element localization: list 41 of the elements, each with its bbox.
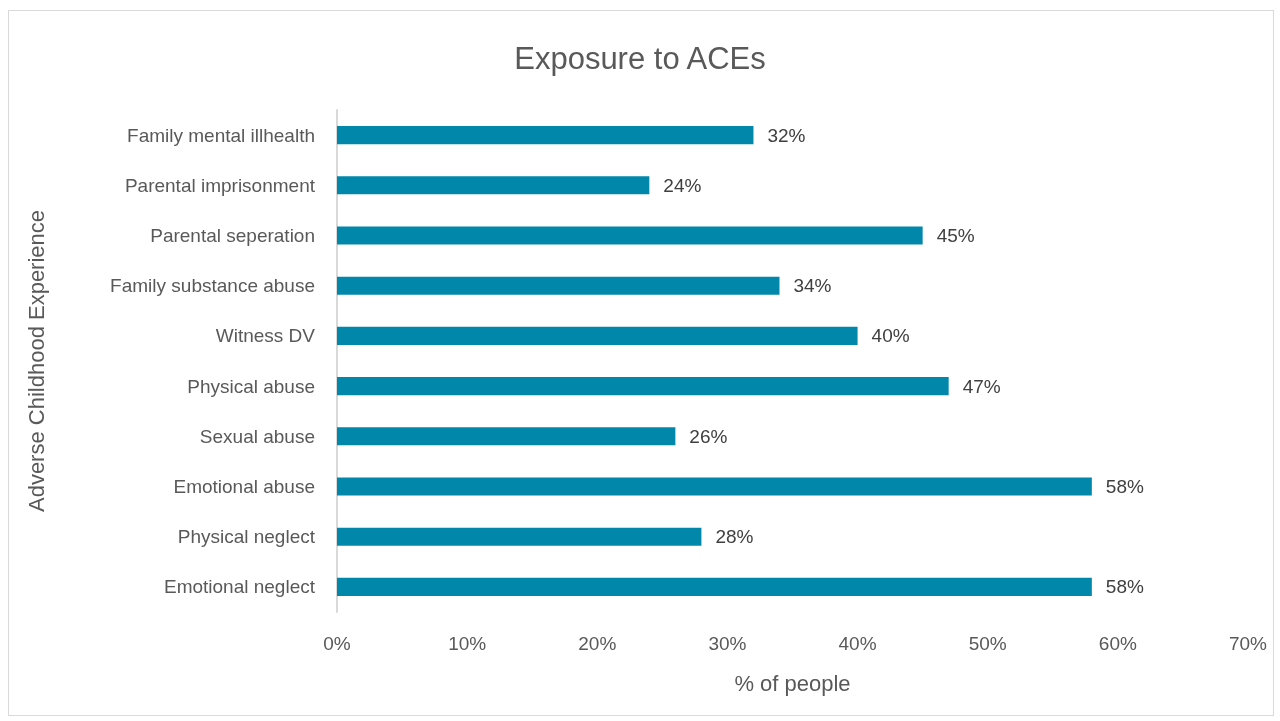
y-tick-label: Physical abuse bbox=[187, 375, 315, 397]
y-tick-label: Witness DV bbox=[215, 325, 316, 347]
y-tick-label: Emotional abuse bbox=[173, 476, 315, 497]
x-tick-label: 40% bbox=[838, 633, 877, 654]
x-tick-label: 30% bbox=[708, 633, 747, 654]
data-label: 47% bbox=[962, 375, 1001, 397]
y-axis-title: Adverse Childhood Experience bbox=[23, 209, 49, 513]
bar bbox=[337, 276, 780, 295]
data-label: 24% bbox=[663, 174, 702, 196]
x-tick-label: 10% bbox=[448, 633, 487, 654]
data-label: 40% bbox=[871, 325, 910, 347]
data-label: 45% bbox=[936, 225, 975, 246]
data-label: 58% bbox=[1105, 476, 1144, 497]
bar bbox=[337, 577, 1092, 596]
x-tick-label: 70% bbox=[1228, 633, 1268, 654]
y-tick-label: Parental imprisonment bbox=[124, 174, 316, 196]
x-tick-label: 60% bbox=[1098, 633, 1137, 654]
bar bbox=[337, 477, 1092, 496]
x-tick-label: 50% bbox=[968, 633, 1007, 654]
chart-title: Exposure to ACEs bbox=[514, 41, 766, 76]
y-tick-label: Physical neglect bbox=[177, 526, 316, 548]
bar bbox=[337, 226, 923, 245]
x-axis-title: % of people bbox=[734, 670, 851, 696]
data-label: 26% bbox=[689, 425, 728, 447]
data-label: 58% bbox=[1105, 576, 1144, 598]
x-tick-label: 0% bbox=[323, 633, 351, 654]
x-tick-label: 20% bbox=[578, 633, 617, 654]
y-tick-label: Sexual abuse bbox=[199, 425, 315, 447]
bar bbox=[337, 126, 754, 145]
bar bbox=[337, 527, 702, 546]
data-label: 28% bbox=[715, 526, 754, 548]
bar bbox=[337, 326, 858, 345]
y-tick-label: Emotional neglect bbox=[163, 576, 316, 598]
bar bbox=[337, 427, 676, 446]
y-tick-label: Family mental illhealth bbox=[127, 124, 315, 146]
bar bbox=[337, 176, 650, 195]
data-label: 32% bbox=[767, 124, 806, 146]
data-label: 34% bbox=[793, 275, 832, 297]
y-tick-label: Parental seperation bbox=[150, 225, 315, 246]
bar bbox=[337, 377, 949, 396]
y-tick-label: Family substance abuse bbox=[110, 275, 315, 297]
